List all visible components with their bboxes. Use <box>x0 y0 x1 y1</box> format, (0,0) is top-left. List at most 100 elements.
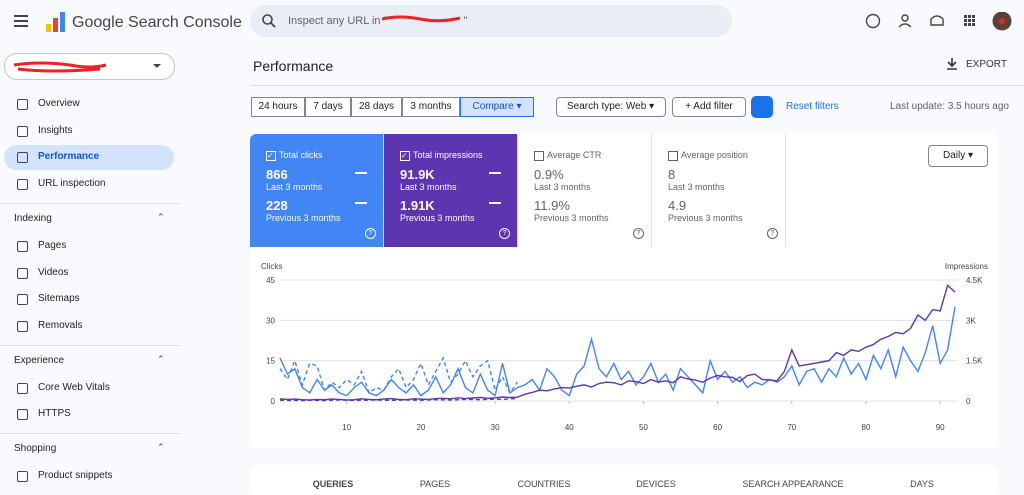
nav-icon <box>17 382 28 394</box>
divider <box>0 344 180 346</box>
metric-previous-period: Previous 3 months <box>266 213 341 223</box>
collapse-icon: ⌃ <box>157 442 165 452</box>
y-tick-label: 30 <box>266 316 275 325</box>
tab[interactable]: SEARCH APPEARANCE <box>742 479 844 489</box>
y-tick-label: 45 <box>266 276 275 285</box>
nav-icon <box>17 320 28 332</box>
nav-item[interactable]: Insights <box>38 124 73 136</box>
tab[interactable]: COUNTRIES <box>517 479 571 489</box>
date-range-button[interactable]: 3 months <box>402 97 460 117</box>
metric-previous: 11.9% <box>534 198 570 213</box>
section-title[interactable]: Indexing <box>14 212 52 224</box>
metric-previous: 4.9 <box>668 198 687 213</box>
nav-item[interactable]: Videos <box>38 266 69 278</box>
add-filter-button[interactable]: + Add filter <box>672 97 746 117</box>
property-redacted <box>13 61 161 73</box>
help-icon: ? <box>633 228 644 239</box>
divider <box>250 85 1024 86</box>
nav-icon <box>17 267 28 279</box>
redaction <box>381 15 461 23</box>
nav-item[interactable]: Overview <box>38 98 80 109</box>
nav-item[interactable]: Performance <box>38 151 100 163</box>
metric-card[interactable] <box>518 134 652 247</box>
metric-label: Total clicks <box>279 150 323 160</box>
x-tick-label: 30 <box>491 423 500 432</box>
series-line <box>279 397 518 402</box>
metric-current-period: Last 3 months <box>668 182 725 192</box>
search-icon <box>262 14 276 28</box>
export-button[interactable]: EXPORT <box>966 59 1007 70</box>
y2-tick-label: 0 <box>966 397 971 406</box>
tabs-panel <box>250 465 998 495</box>
section-title[interactable]: Shopping <box>14 443 57 454</box>
date-range-button[interactable]: 28 days <box>351 97 402 117</box>
header-icons[interactable] <box>864 12 1014 32</box>
nav-icon <box>17 99 28 110</box>
export-icon <box>947 58 957 70</box>
checkbox <box>668 151 678 161</box>
metric-card[interactable] <box>652 134 786 247</box>
logo <box>46 12 65 32</box>
search-type-button[interactable]: Search type: Web ▾ <box>556 97 666 117</box>
filter-icon[interactable] <box>751 96 773 118</box>
nav-item[interactable]: URL inspection <box>38 178 106 190</box>
nav-item[interactable]: HTTPS <box>38 408 71 420</box>
nav-item[interactable]: Sitemaps <box>38 293 80 305</box>
nav-selected <box>4 145 174 171</box>
nav-icon <box>17 179 28 191</box>
x-tick-label: 50 <box>639 423 648 432</box>
search-bar[interactable] <box>250 5 732 37</box>
series-line <box>279 356 518 395</box>
search-type: Search type: Web <box>567 101 647 112</box>
tab[interactable]: PAGES <box>419 479 451 489</box>
tab[interactable]: DEVICES <box>636 479 676 489</box>
metric-current: 8 <box>668 167 676 182</box>
granularity: Daily <box>942 150 966 161</box>
metric-label: Average position <box>681 150 748 160</box>
x-tick-label: 20 <box>416 423 425 432</box>
nav-item[interactable]: Core Web Vitals <box>38 381 110 393</box>
metric-card[interactable] <box>250 134 384 247</box>
y2-tick-label: 4.5K <box>966 276 983 285</box>
help-icon: ? <box>365 228 376 239</box>
section-title[interactable]: Experience <box>14 354 65 366</box>
reset-filters[interactable]: Reset filters <box>786 101 839 112</box>
checkbox <box>534 151 544 161</box>
tab[interactable]: QUERIES <box>312 479 354 489</box>
metric-label: Average CTR <box>547 150 602 160</box>
divider <box>0 202 180 204</box>
help-icon: ? <box>499 228 510 239</box>
nav-icon <box>17 152 28 164</box>
metric-current-period: Last 3 months <box>534 182 591 192</box>
metric-current-period: Last 3 months <box>266 182 323 192</box>
page-title: Performance <box>253 58 334 74</box>
tab[interactable]: DAYS <box>910 479 934 489</box>
nav-item[interactable]: Pages <box>38 239 67 251</box>
collapse-icon: ⌃ <box>157 353 165 364</box>
nav-item[interactable]: Removals <box>38 319 83 331</box>
menu-icon[interactable] <box>14 14 30 28</box>
app-name: Google Search Console <box>72 14 242 31</box>
nav-icon <box>17 294 28 306</box>
dashed-line-key <box>489 202 501 204</box>
nav-icon <box>17 240 28 252</box>
add-filter: Add filter <box>693 101 733 112</box>
y-tick-label: 0 <box>271 397 276 406</box>
date-range-button[interactable]: 7 days <box>305 97 351 117</box>
granularity-select[interactable]: Daily ▾ <box>928 145 988 167</box>
x-tick-label: 60 <box>713 423 722 432</box>
checkbox: ✓ <box>400 151 410 161</box>
metric-current: 91.9K <box>400 167 435 182</box>
metric-card[interactable] <box>384 134 518 247</box>
x-tick-label: 90 <box>936 423 945 432</box>
search-placeholder: Inspect any URL in " " <box>288 15 467 27</box>
checkbox: ✓ <box>266 151 276 161</box>
nav-icon <box>17 409 28 421</box>
y2-tick-label: 1.5K <box>966 357 983 366</box>
metric-previous-period: Previous 3 months <box>400 213 475 223</box>
date-range-button[interactable]: 24 hours <box>251 97 305 117</box>
nav-item[interactable]: Product snippets <box>38 470 113 481</box>
date-range-button[interactable]: Compare ▾ <box>460 97 534 117</box>
y-axis-title: Clicks <box>261 262 282 271</box>
x-tick-label: 80 <box>862 423 871 432</box>
